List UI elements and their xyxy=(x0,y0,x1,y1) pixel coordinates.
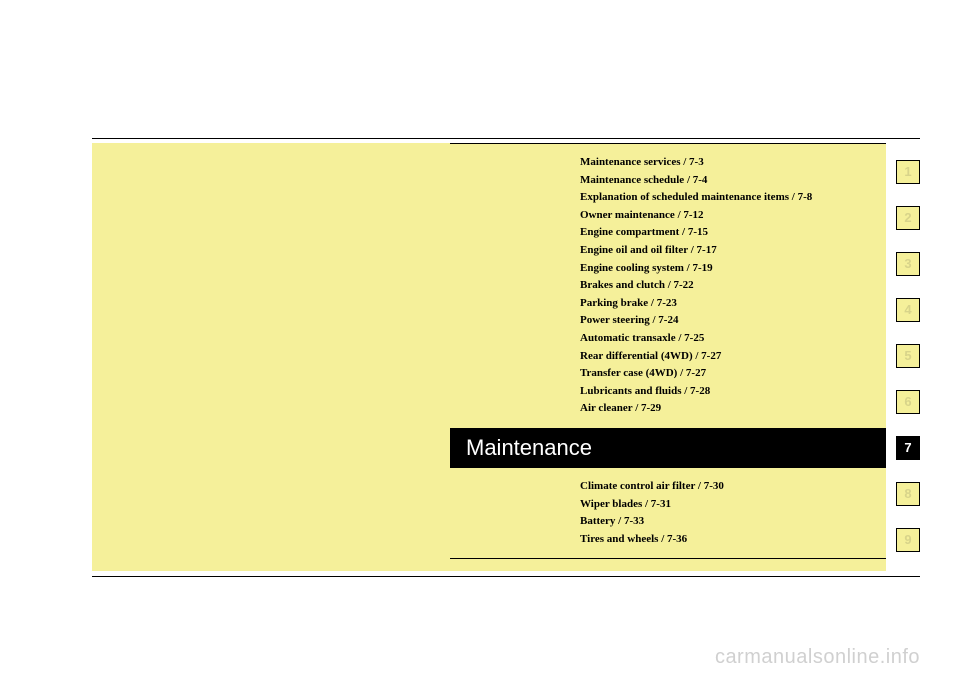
toc-item: Maintenance services / 7-3 xyxy=(580,154,874,172)
tab-2[interactable]: 2 xyxy=(896,206,920,230)
toc-item: Explanation of scheduled maintenance ite… xyxy=(580,189,874,207)
bottom-rule xyxy=(92,576,920,577)
tab-6[interactable]: 6 xyxy=(896,390,920,414)
toc-item: Automatic transaxle / 7-25 xyxy=(580,330,874,348)
toc-item: Tires and wheels / 7-36 xyxy=(580,531,874,549)
toc-item: Power steering / 7-24 xyxy=(580,312,874,330)
toc-item: Climate control air filter / 7-30 xyxy=(580,478,874,496)
tab-7[interactable]: 7 xyxy=(896,436,920,460)
toc-item: Engine cooling system / 7-19 xyxy=(580,260,874,278)
content-column: Maintenance services / 7-3 Maintenance s… xyxy=(450,143,886,571)
tab-5[interactable]: 5 xyxy=(896,344,920,368)
toc-item: Transfer case (4WD) / 7-27 xyxy=(580,365,874,383)
lower-toc-box: Climate control air filter / 7-30 Wiper … xyxy=(450,467,886,559)
toc-item: Engine compartment / 7-15 xyxy=(580,224,874,242)
tab-3[interactable]: 3 xyxy=(896,252,920,276)
toc-item: Air cleaner / 7-29 xyxy=(580,400,874,418)
toc-item: Battery / 7-33 xyxy=(580,513,874,531)
toc-item: Brakes and clutch / 7-22 xyxy=(580,277,874,295)
chapter-tabs: 1 2 3 4 5 6 7 8 9 xyxy=(896,160,920,574)
tab-1[interactable]: 1 xyxy=(896,160,920,184)
toc-item: Owner maintenance / 7-12 xyxy=(580,207,874,225)
watermark: carmanualsonline.info xyxy=(715,646,920,669)
tab-8[interactable]: 8 xyxy=(896,482,920,506)
top-rule xyxy=(92,138,920,139)
toc-item: Engine oil and oil filter / 7-17 xyxy=(580,242,874,260)
toc-item: Rear differential (4WD) / 7-27 xyxy=(580,348,874,366)
toc-item: Wiper blades / 7-31 xyxy=(580,496,874,514)
section-title-bar: Maintenance xyxy=(450,429,886,467)
tab-9[interactable]: 9 xyxy=(896,528,920,552)
upper-toc-box: Maintenance services / 7-3 Maintenance s… xyxy=(450,143,886,429)
toc-item: Lubricants and fluids / 7-28 xyxy=(580,383,874,401)
toc-item: Parking brake / 7-23 xyxy=(580,295,874,313)
toc-item: Maintenance schedule / 7-4 xyxy=(580,172,874,190)
tab-4[interactable]: 4 xyxy=(896,298,920,322)
